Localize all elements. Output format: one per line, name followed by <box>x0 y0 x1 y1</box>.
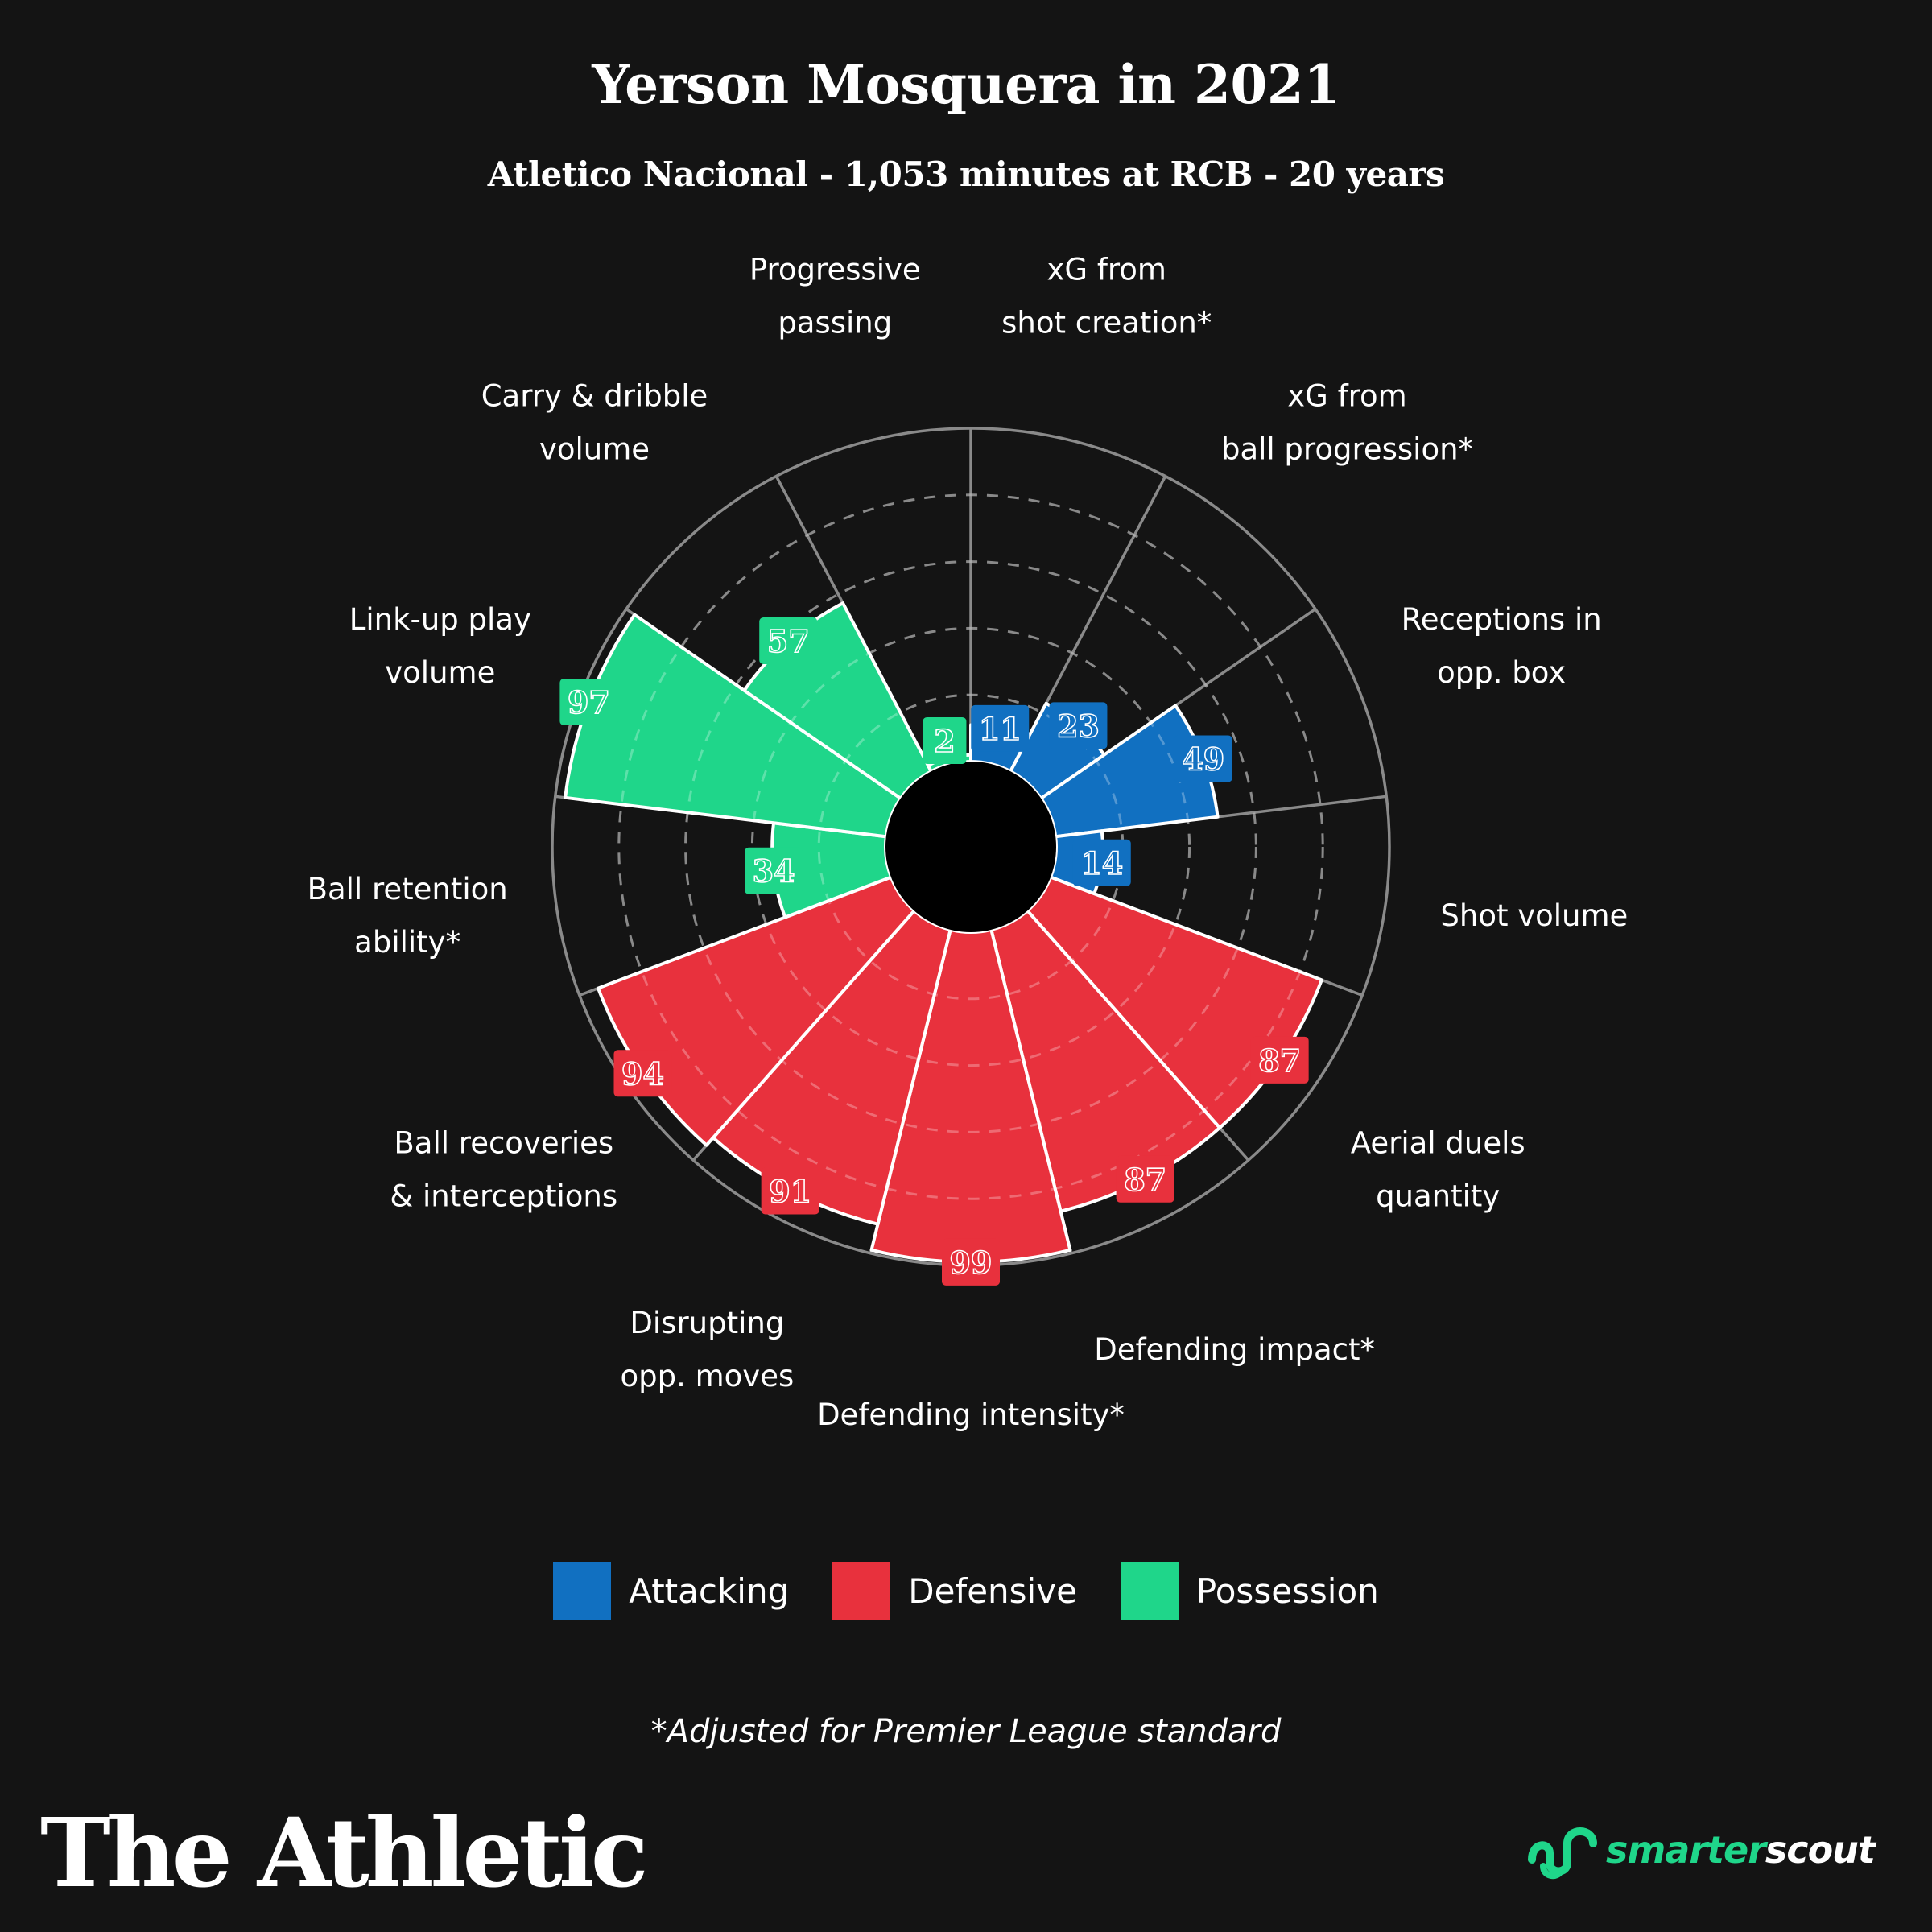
category-label-2: Receptions in opp. box <box>1402 602 1602 690</box>
value-label: 14 <box>1080 845 1123 881</box>
value-label: 57 <box>767 623 810 659</box>
value-label: 49 <box>1182 741 1224 777</box>
bar-grid-ring-60 <box>684 560 1257 1133</box>
value-label: 11 <box>979 711 1022 747</box>
smarterscout-part1: smarter <box>1606 1828 1766 1872</box>
value-badge-bg <box>971 704 1030 752</box>
value-label: 87 <box>1258 1042 1301 1079</box>
legend-swatch-possession <box>1120 1562 1179 1620</box>
value-badge-3: 14 <box>1072 839 1131 886</box>
value-badge-bg <box>1174 735 1232 782</box>
value-badge-bg <box>923 716 967 764</box>
value-label: 97 <box>568 684 610 720</box>
smarterscout-logo: smarterscout <box>1525 1818 1876 1882</box>
value-badge-bg <box>745 847 803 894</box>
value-badge-bg <box>1250 1036 1309 1084</box>
value-badge-bg <box>761 1167 819 1215</box>
value-badge-8: 94 <box>613 1050 672 1097</box>
value-badge-12: 2 <box>923 716 967 764</box>
legend: Attacking Defensive Possession <box>0 1562 1932 1620</box>
category-label-7: Disrupting opp. moves <box>620 1306 794 1393</box>
category-label-0: xG from shot creation* <box>1001 252 1212 340</box>
value-label: 34 <box>753 853 795 890</box>
value-badge-7: 91 <box>761 1167 819 1215</box>
value-badge-bg <box>759 617 818 665</box>
footnote: *Adjusted for Premier League standard <box>650 1713 1282 1750</box>
category-label-11: Carry & dribble volume <box>481 378 708 466</box>
legend-item-possession[interactable]: Possession <box>1120 1562 1379 1620</box>
value-badge-bg <box>1116 1155 1174 1203</box>
value-badge-bg <box>613 1050 672 1097</box>
category-label-6: Defending intensity* <box>817 1397 1125 1432</box>
value-label: 91 <box>769 1173 811 1209</box>
bars <box>564 493 1324 1264</box>
value-label: 87 <box>1124 1162 1166 1198</box>
value-badge-1: 23 <box>1049 702 1108 749</box>
value-badge-11: 57 <box>759 617 818 665</box>
chart-subtitle: Atletico Nacional - 1,053 minutes at RCB… <box>487 155 1445 194</box>
legend-label: Attacking <box>629 1571 790 1611</box>
bar-grid-ring-40 <box>750 626 1191 1067</box>
value-badge-6: 99 <box>942 1238 1000 1286</box>
value-badge-0: 11 <box>971 704 1030 752</box>
category-label-12: Progressive passing <box>749 252 921 340</box>
value-badge-9: 34 <box>745 847 803 894</box>
value-badge-bg <box>1049 702 1108 749</box>
category-label-4: Aerial duels quantity <box>1351 1125 1525 1213</box>
legend-label: Possession <box>1195 1571 1379 1611</box>
category-label-9: Ball retention ability* <box>308 872 508 960</box>
category-labels: xG from shot creation*xG from ball progres… <box>308 252 1629 1432</box>
value-label: 94 <box>621 1055 664 1092</box>
bar-grid-ring-80 <box>617 493 1324 1200</box>
value-badge-5: 87 <box>1116 1155 1174 1203</box>
smarterscout-part2: scout <box>1765 1828 1876 1872</box>
value-label: 2 <box>934 723 955 759</box>
value-badge-10: 97 <box>559 679 618 726</box>
value-badge-2: 49 <box>1174 735 1232 782</box>
category-label-8: Ball recoveries & interceptions <box>390 1125 617 1213</box>
chart-title: Yerson Mosquera in 2021 <box>592 53 1340 116</box>
value-badge-bg <box>942 1238 1000 1286</box>
legend-label: Defensive <box>908 1571 1077 1611</box>
smarterscout-logo-icon <box>1528 1827 1597 1880</box>
value-badge-bg <box>559 679 618 726</box>
value-label: 23 <box>1057 708 1100 744</box>
value-badge-bg <box>1072 839 1131 886</box>
category-label-10: Link-up play volume <box>349 602 531 690</box>
center-hole <box>886 762 1056 932</box>
the-athletic-logo: The Athletic <box>40 1797 649 1909</box>
category-label-1: xG from ball progression* <box>1221 378 1473 466</box>
legend-item-attacking[interactable]: Attacking <box>553 1562 789 1620</box>
category-label-5: Defending impact* <box>1094 1332 1375 1367</box>
value-labels: 11 23 49 14 87 87 99 91 94 34 97 57 2 <box>559 617 1309 1286</box>
category-label-3: Shot volume <box>1440 898 1628 933</box>
value-label: 99 <box>950 1245 993 1281</box>
center-circle <box>886 762 1056 932</box>
legend-swatch-defensive <box>832 1562 891 1620</box>
legend-swatch-attacking <box>553 1562 612 1620</box>
value-badge-4: 87 <box>1250 1036 1309 1084</box>
legend-item-defensive[interactable]: Defensive <box>832 1562 1077 1620</box>
